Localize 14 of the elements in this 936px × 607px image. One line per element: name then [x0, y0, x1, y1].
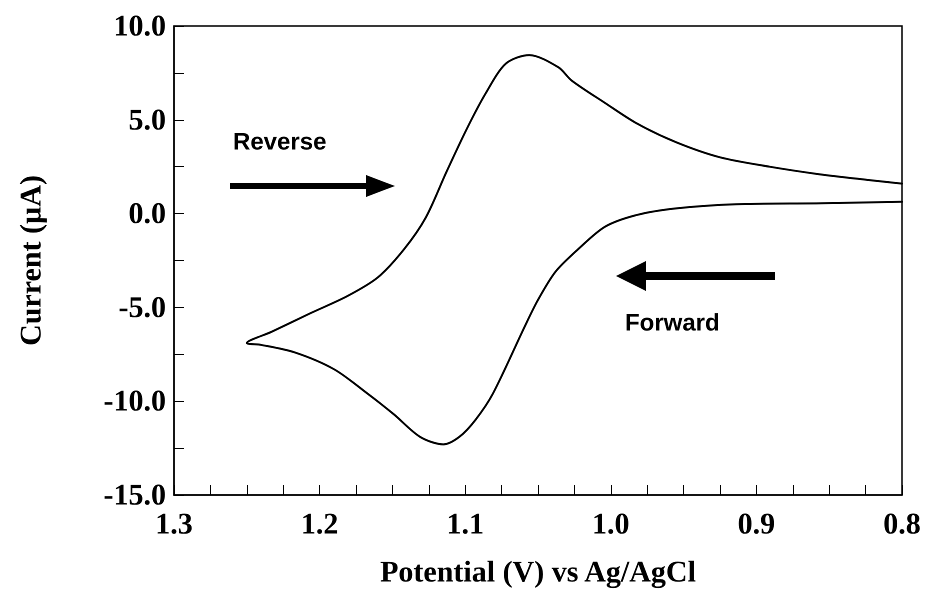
y-axis-title: Current (µA): [14, 175, 48, 346]
y-tick-label: -10.0: [104, 384, 166, 418]
y-tick-label: 10.0: [114, 10, 166, 42]
x-tick-label: 0.8: [883, 508, 921, 540]
x-tick-label: 1.0: [592, 508, 630, 540]
x-tick-label: 0.9: [738, 508, 776, 540]
y-tick-label: 5.0: [128, 103, 166, 136]
annotation: Forward: [625, 310, 720, 336]
x-tick-label: 1.2: [300, 508, 338, 540]
annotation: Reverse: [233, 128, 326, 156]
y-tick-label: 0.0: [128, 197, 166, 230]
x-tick-label: 1.1: [446, 508, 484, 540]
x-axis-title: Potential (V) vs Ag/AgCl: [380, 556, 696, 588]
y-tick-label: -5.0: [118, 290, 166, 324]
